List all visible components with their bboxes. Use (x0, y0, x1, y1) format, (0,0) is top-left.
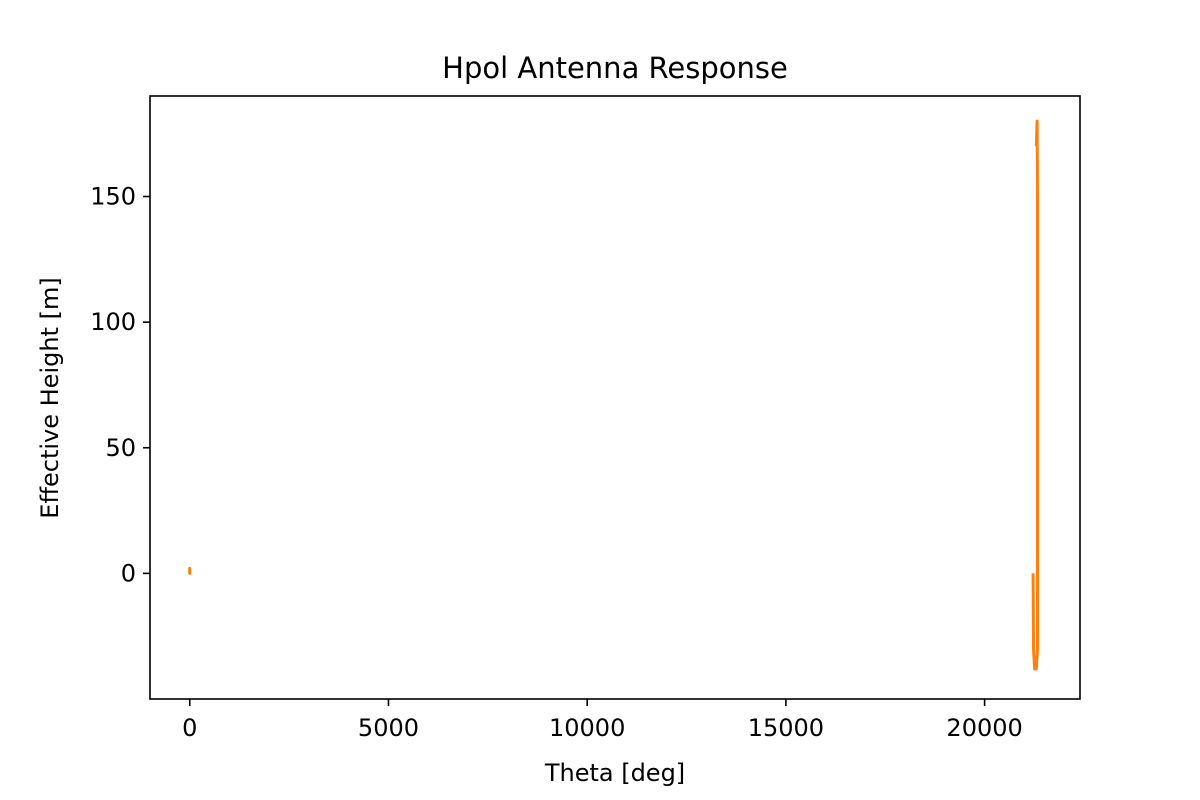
y-tick-label: 150 (90, 183, 136, 211)
axes-frame (149, 95, 1081, 700)
x-axis: 0 5000 10000 15000 20000 (182, 699, 1023, 742)
y-tick-label: 50 (105, 434, 136, 462)
x-tick-label: 5000 (358, 714, 419, 742)
x-tick-label: 0 (182, 714, 197, 742)
chart-title: Hpol Antenna Response (442, 51, 788, 85)
x-tick-label: 10000 (549, 714, 625, 742)
y-axis-label: Effective Height [m] (36, 277, 64, 518)
y-axis: 0 50 100 150 (90, 183, 150, 587)
x-tick-label: 20000 (946, 714, 1022, 742)
x-axis-label: Theta [deg] (544, 759, 685, 787)
x-tick-label: 15000 (748, 714, 824, 742)
plot-area (188, 119, 1039, 671)
series-line (1031, 119, 1039, 671)
y-tick-label: 100 (90, 308, 136, 336)
y-tick-label: 0 (121, 559, 136, 587)
